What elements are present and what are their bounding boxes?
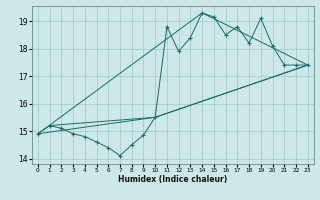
X-axis label: Humidex (Indice chaleur): Humidex (Indice chaleur) xyxy=(118,175,228,184)
